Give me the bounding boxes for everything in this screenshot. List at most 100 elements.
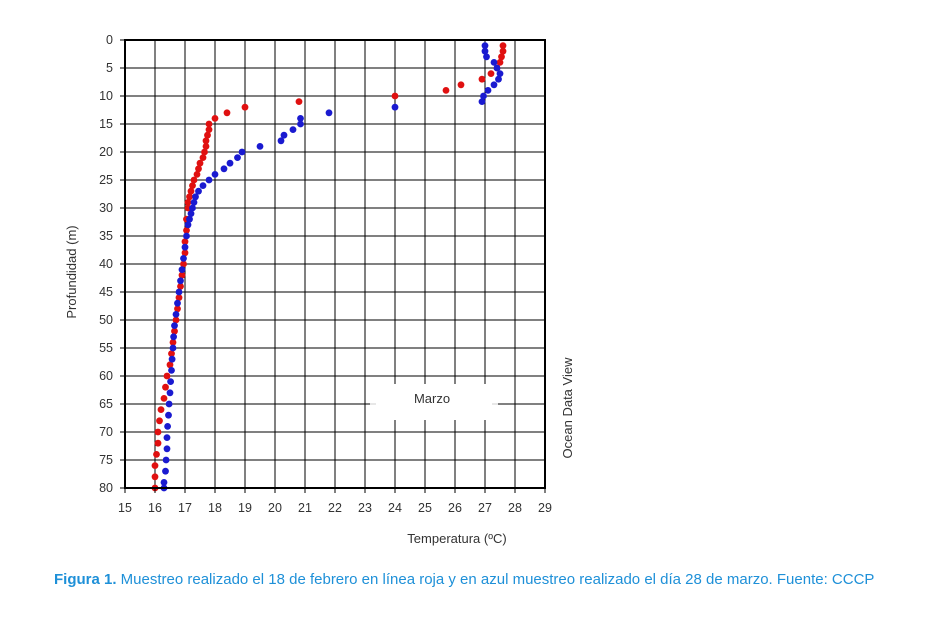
- blue-series-point: [226, 159, 234, 167]
- red-series-point: [154, 428, 162, 436]
- red-series-point: [211, 115, 219, 122]
- blue-series-point: [175, 288, 183, 296]
- red-series-point: [241, 103, 249, 111]
- red-series-point: [391, 92, 399, 100]
- x-tick-label: 24: [388, 501, 402, 515]
- red-series-point: [487, 70, 495, 77]
- blue-series-point: [238, 148, 246, 156]
- blue-series-point: [211, 171, 219, 178]
- y-tick-label: 60: [99, 369, 113, 383]
- red-series-point: [205, 126, 213, 133]
- red-series-point: [151, 473, 159, 481]
- y-tick-label: 15: [99, 117, 113, 131]
- y-tick-label: 10: [99, 89, 113, 103]
- x-tick-label: 15: [118, 501, 132, 515]
- blue-series-point: [190, 199, 198, 206]
- red-series-point: [168, 350, 175, 357]
- blue-series-point: [484, 87, 492, 94]
- blue-series-point: [234, 154, 241, 162]
- blue-series-point: [166, 389, 174, 397]
- blue-series-point: [174, 299, 181, 307]
- red-series-point: [202, 137, 210, 145]
- blue-series-point: [391, 103, 399, 111]
- figure-caption: Figura 1. Muestreo realizado el 18 de fe…: [54, 571, 884, 588]
- red-series-point: [156, 417, 163, 425]
- red-series-point: [201, 148, 208, 156]
- y-tick-label: 5: [106, 61, 113, 75]
- x-tick-label: 26: [448, 501, 462, 515]
- blue-series-point: [170, 333, 178, 341]
- red-series-point: [175, 294, 183, 301]
- y-tick-label: 80: [99, 481, 113, 495]
- blue-series-point: [181, 243, 189, 251]
- red-series-point: [498, 53, 505, 61]
- blue-series-point: [481, 47, 489, 55]
- red-series-point: [171, 327, 178, 335]
- x-tick-label: 23: [358, 501, 372, 515]
- blue-series-point: [160, 479, 168, 486]
- blue-series-point: [280, 131, 288, 139]
- blue-series-point: [165, 400, 173, 408]
- blue-series-point: [297, 120, 304, 128]
- blue-series-point: [163, 434, 171, 441]
- y-tick-label: 40: [99, 257, 113, 271]
- y-tick-label: 25: [99, 173, 113, 187]
- red-series-point: [157, 406, 165, 413]
- red-series-point: [205, 120, 213, 128]
- blue-series-point: [178, 266, 186, 273]
- blue-series-point: [171, 322, 178, 329]
- blue-series-point: [483, 53, 490, 61]
- x-tick-label: 22: [328, 501, 342, 515]
- red-series-point: [187, 187, 195, 195]
- blue-series-point: [496, 70, 504, 77]
- red-series-point: [163, 372, 171, 380]
- grid: [125, 40, 545, 488]
- blue-series-point: [164, 423, 172, 430]
- red-series-point: [189, 182, 196, 190]
- red-series-point: [496, 59, 504, 66]
- red-series-point: [223, 109, 231, 117]
- blue-series-point: [189, 204, 196, 212]
- red-series-point: [193, 171, 201, 178]
- red-series-point: [204, 131, 211, 139]
- blue-series-point: [297, 115, 304, 122]
- y-tick-label: 55: [99, 341, 113, 355]
- red-series-point: [153, 451, 160, 458]
- blue-series-point: [162, 456, 170, 464]
- red-series-point: [183, 227, 190, 234]
- x-axis-title: Temperatura (ºC): [407, 531, 506, 546]
- blue-series-point: [481, 42, 489, 49]
- red-series-point: [442, 87, 450, 94]
- red-series-point: [181, 249, 189, 257]
- red-series-point: [169, 339, 177, 346]
- red-series-point: [162, 383, 169, 391]
- red-series-point: [499, 47, 507, 55]
- y-tick-label: 50: [99, 313, 113, 327]
- x-tick-label: 29: [538, 501, 552, 515]
- x-tick-label: 20: [268, 501, 282, 515]
- blue-series-point: [162, 467, 169, 475]
- x-tick-label: 27: [478, 501, 492, 515]
- blue-series-point: [168, 355, 176, 363]
- red-series-point: [499, 42, 507, 49]
- y-tick-labels: 0 5 10 15 20 25 30 35 40 45 50 55 60 65 70 75 80: [99, 33, 125, 495]
- red-series-point: [184, 199, 192, 206]
- y-tick-label: 75: [99, 453, 113, 467]
- red-series-point: [202, 143, 210, 150]
- blue-series-point: [199, 182, 207, 190]
- blue-series-point: [192, 193, 199, 201]
- blue-series-point: [480, 92, 487, 100]
- blue-series-point: [195, 187, 202, 195]
- side-label: Ocean Data View: [560, 357, 575, 459]
- blue-series-point: [277, 137, 285, 145]
- red-series-point: [186, 193, 193, 201]
- red-series-point: [180, 260, 187, 268]
- y-tick-label: 35: [99, 229, 113, 243]
- caption-label: Figura 1.: [54, 571, 117, 588]
- red-series-point: [478, 75, 486, 83]
- y-tick-label: 70: [99, 425, 113, 439]
- red-series-point: [190, 176, 198, 184]
- blue-series-point: [256, 143, 264, 150]
- y-tick-label: 20: [99, 145, 113, 159]
- x-tick-label: 18: [208, 501, 222, 515]
